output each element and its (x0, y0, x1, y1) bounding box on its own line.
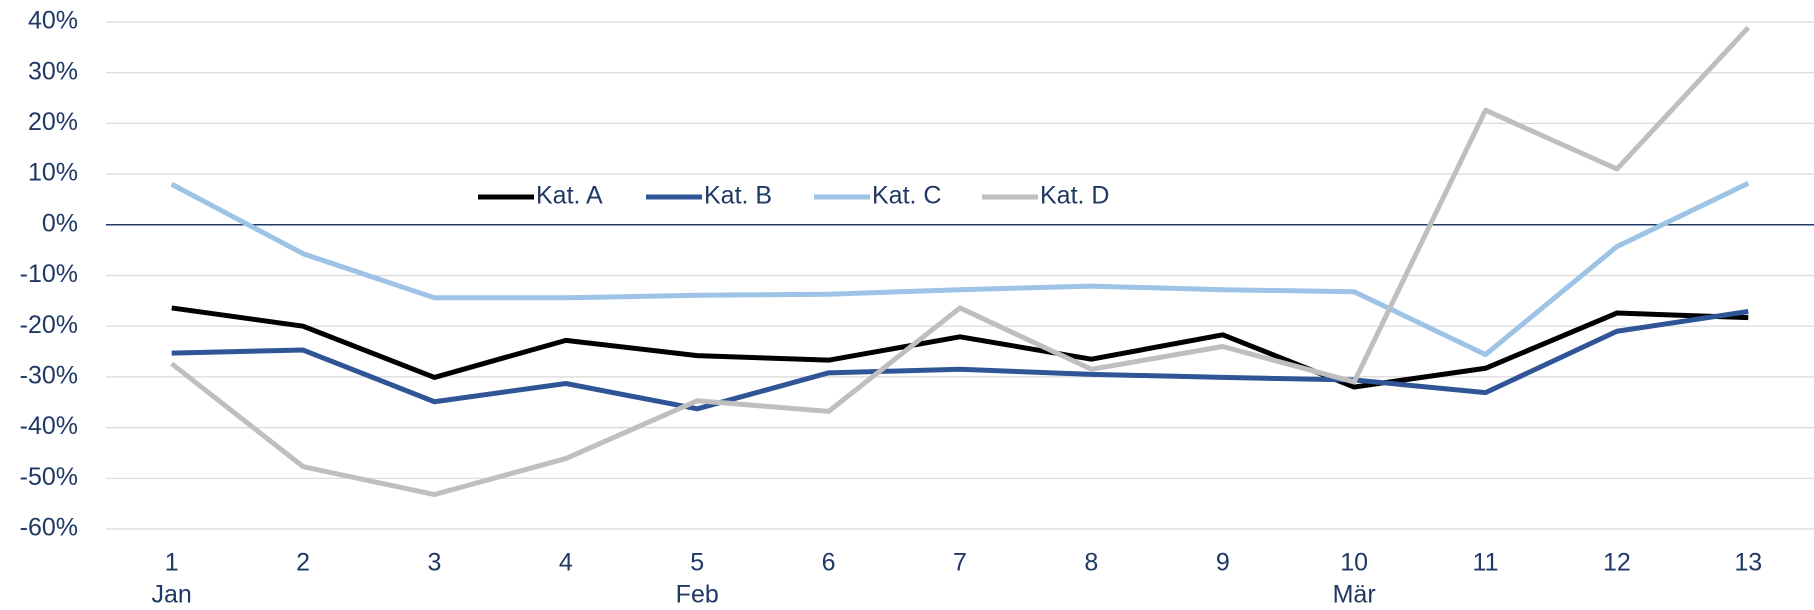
y-tick-label: -60% (20, 514, 78, 542)
series-line (171, 309, 1749, 412)
month-label: Mär (1333, 581, 1376, 609)
legend-label: Kat. D (1040, 182, 1109, 210)
x-tick-label: 7 (953, 549, 967, 577)
x-tick-label: 2 (296, 549, 310, 577)
series-line (170, 180, 1750, 358)
y-tick-label: 20% (28, 108, 78, 136)
x-tick-label: 9 (1216, 549, 1230, 577)
x-tick-label: 13 (1734, 549, 1762, 577)
month-label: Jan (152, 581, 192, 609)
y-tick-label: 0% (42, 209, 78, 237)
x-tick-label: 12 (1603, 549, 1631, 577)
y-tick-label: -30% (20, 362, 78, 390)
series-line (171, 305, 1749, 390)
x-tick-label: 6 (822, 549, 836, 577)
x-tick-label: 1 (165, 549, 179, 577)
y-tick-label: -10% (20, 260, 78, 288)
y-tick-label: 40% (28, 7, 78, 35)
y-tick-label: 30% (28, 57, 78, 85)
legend-label: Kat. B (704, 182, 772, 210)
y-tick-label: -20% (20, 311, 78, 339)
x-tick-label: 10 (1340, 549, 1368, 577)
x-tick-label: 8 (1084, 549, 1098, 577)
legend-label: Kat. A (536, 182, 603, 210)
x-tick-label: 4 (559, 549, 573, 577)
series-line (170, 25, 1751, 498)
legend-label: Kat. C (872, 182, 941, 210)
y-tick-label: -40% (20, 412, 78, 440)
month-label: Feb (676, 581, 719, 609)
y-tick-label: 10% (28, 159, 78, 187)
x-tick-label: 11 (1473, 549, 1499, 577)
x-tick-label: 5 (690, 549, 704, 577)
x-tick-label: 3 (428, 549, 442, 577)
y-tick-label: -50% (20, 463, 78, 491)
